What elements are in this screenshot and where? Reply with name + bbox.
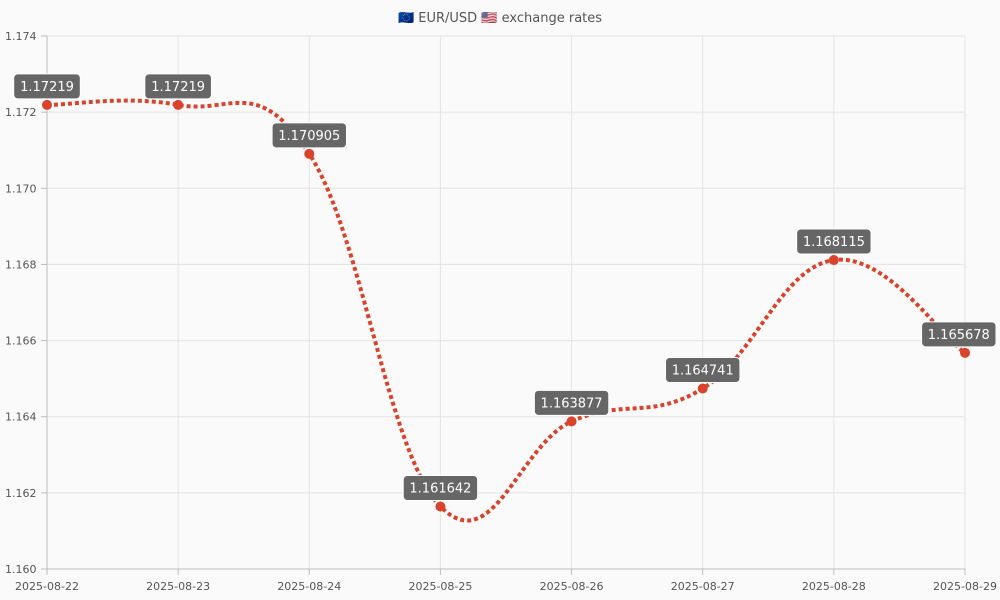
x-tick-label: 2025-08-23 bbox=[146, 580, 210, 593]
data-label-box bbox=[796, 228, 872, 255]
data-label: 1.17219 bbox=[144, 73, 212, 100]
data-label-box bbox=[13, 73, 81, 100]
y-tick-label: 1.172 bbox=[5, 106, 37, 119]
x-tick-label: 2025-08-24 bbox=[277, 580, 341, 593]
y-tick-label: 1.166 bbox=[5, 335, 37, 348]
chart-title: 🇪🇺 EUR/USD 🇺🇸 exchange rates bbox=[398, 11, 602, 26]
grid-lines bbox=[46, 35, 966, 570]
data-label: 1.170905 bbox=[271, 122, 347, 149]
x-tick-label: 2025-08-29 bbox=[933, 580, 997, 593]
data-labels: 1.17219 1.17219 1.170905 1.161642 1.163877 1.… bbox=[13, 73, 997, 501]
data-label-value: 1.17219 bbox=[20, 80, 74, 95]
data-label: 1.163877 bbox=[533, 389, 610, 416]
data-point bbox=[960, 347, 970, 358]
data-point bbox=[304, 148, 315, 159]
x-tick-label: 2025-08-22 bbox=[15, 580, 79, 593]
data-label-value: 1.163877 bbox=[541, 396, 603, 411]
data-label-box bbox=[921, 321, 997, 348]
y-tick-label: 1.170 bbox=[5, 182, 37, 195]
y-tick-label: 1.174 bbox=[5, 30, 37, 43]
y-tick-label: 1.164 bbox=[5, 411, 37, 424]
x-tick-label: 2025-08-26 bbox=[540, 580, 604, 593]
data-label-value: 1.168115 bbox=[803, 235, 865, 250]
y-tick-label: 1.168 bbox=[5, 258, 37, 271]
x-tick-label: 2025-08-28 bbox=[802, 580, 866, 593]
data-point bbox=[435, 501, 446, 512]
y-tick-label: 1.160 bbox=[5, 563, 37, 576]
data-label: 1.168115 bbox=[796, 228, 872, 255]
data-label: 1.164741 bbox=[665, 357, 741, 384]
data-point bbox=[697, 383, 708, 394]
data-label-box bbox=[271, 122, 347, 149]
data-label: 1.161642 bbox=[402, 474, 479, 501]
data-label: 1.165678 bbox=[921, 321, 997, 348]
series-line-layer bbox=[46, 98, 967, 523]
data-label-box bbox=[533, 389, 610, 416]
x-tick-label: 2025-08-27 bbox=[671, 580, 735, 593]
data-point bbox=[42, 99, 52, 110]
data-label-value: 1.164741 bbox=[672, 364, 734, 379]
data-label-value: 1.161642 bbox=[409, 481, 471, 496]
data-label-value: 1.165678 bbox=[928, 328, 990, 343]
data-label-value: 1.17219 bbox=[151, 80, 205, 95]
data-points bbox=[42, 99, 970, 512]
data-label-value: 1.170905 bbox=[278, 129, 340, 144]
axes: 1.160 1.162 1.164 1.166 1.168 1.170 1.172 1.174… bbox=[5, 30, 997, 593]
data-point bbox=[173, 99, 184, 110]
data-label-box bbox=[402, 474, 479, 501]
y-tick-label: 1.162 bbox=[5, 487, 37, 500]
x-tick-label: 2025-08-25 bbox=[408, 580, 472, 593]
data-point bbox=[566, 416, 577, 427]
data-label: 1.17219 bbox=[13, 73, 81, 100]
data-label-box bbox=[144, 73, 212, 100]
data-label-box bbox=[665, 357, 741, 384]
series-line bbox=[46, 98, 967, 523]
data-point bbox=[828, 255, 839, 266]
